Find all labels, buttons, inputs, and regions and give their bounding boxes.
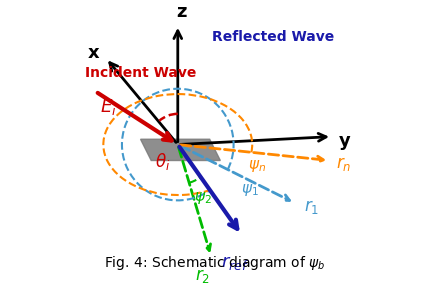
Polygon shape	[141, 139, 220, 160]
Text: x: x	[88, 44, 99, 62]
Text: Fig. 4: Schematic diagram of $\psi_b$: Fig. 4: Schematic diagram of $\psi_b$	[104, 254, 326, 272]
Text: $\psi_n$: $\psi_n$	[249, 158, 267, 174]
Text: $r_{ref}$: $r_{ref}$	[221, 253, 249, 272]
Text: $\psi_1$: $\psi_1$	[241, 182, 258, 198]
Text: $\theta_i$: $\theta_i$	[156, 151, 171, 172]
Text: Incident Wave: Incident Wave	[85, 66, 196, 80]
Text: Reflected Wave: Reflected Wave	[212, 30, 335, 44]
Text: $E_i$: $E_i$	[100, 97, 117, 117]
Text: y: y	[338, 132, 350, 149]
Text: $\psi_2$: $\psi_2$	[194, 190, 212, 206]
Text: $r_n$: $r_n$	[336, 156, 351, 173]
Text: $r_1$: $r_1$	[304, 198, 319, 216]
Text: z: z	[177, 3, 187, 21]
Text: $r_2$: $r_2$	[196, 267, 211, 285]
